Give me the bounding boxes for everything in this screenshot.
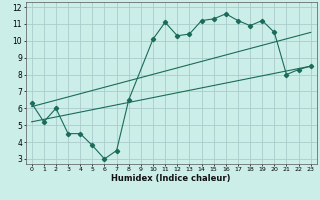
X-axis label: Humidex (Indice chaleur): Humidex (Indice chaleur) [111, 174, 231, 183]
